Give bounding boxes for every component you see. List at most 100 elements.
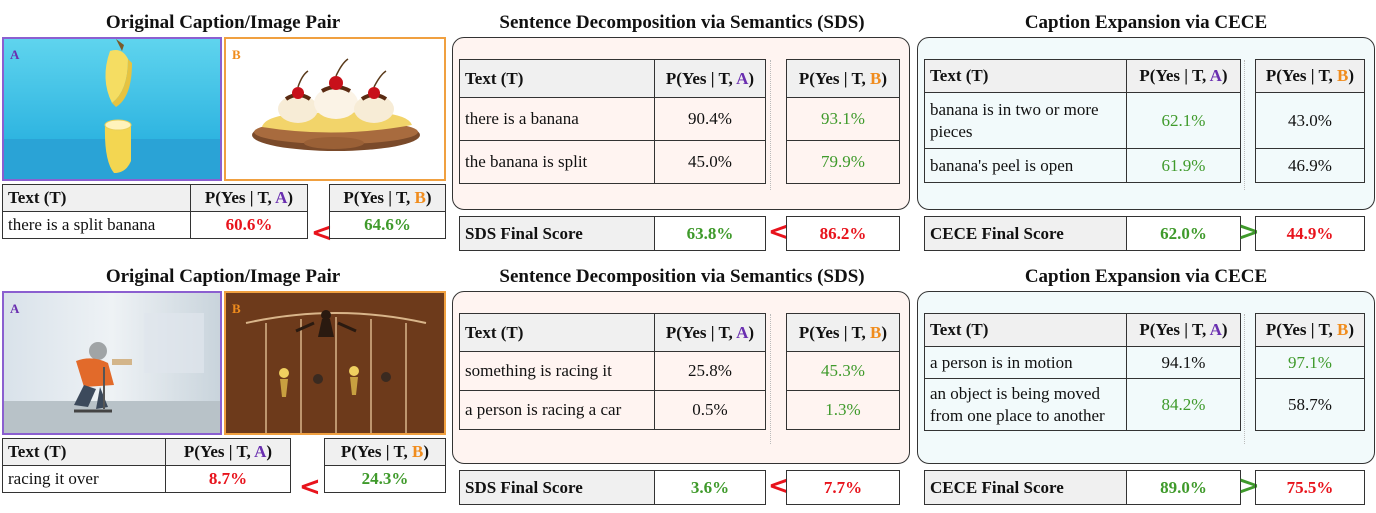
pa-header: P(Yes | T, A)	[654, 59, 766, 98]
pa-header: P(Yes | T, A)	[1126, 313, 1241, 347]
table-row: Text (T) P(Yes | T, A)	[2, 184, 308, 212]
table-row: 79.9%	[786, 140, 900, 184]
pb-value: 64.6%	[329, 211, 446, 239]
sds-heading-2: Sentence Decomposition via Semantics (SD…	[499, 266, 865, 287]
cece-final-a: 62.0%	[1126, 216, 1241, 251]
sds-final-label: SDS Final Score	[459, 470, 655, 505]
sds-final-2b: 7.7%	[786, 470, 900, 505]
sds-pb: 79.9%	[786, 140, 900, 184]
pa-header: P(Yes | T, A)	[165, 438, 291, 466]
less-than-chevron: <	[299, 472, 321, 502]
table-row: P(Yes | T, B)	[786, 59, 900, 98]
text-header: Text (T)	[924, 59, 1127, 93]
sds-final-b: 86.2%	[786, 216, 900, 251]
sds-final-a: 63.8%	[654, 216, 766, 251]
text-header: Text (T)	[924, 313, 1127, 347]
image-b-tag: B	[232, 47, 241, 62]
pb-value: 24.3%	[324, 465, 446, 493]
sds-table-1b: P(Yes | T, B) 93.1% 79.9%	[786, 59, 900, 184]
table-row: 93.1%	[786, 97, 900, 141]
table-row: 46.9%	[1255, 148, 1365, 183]
cece-text: banana's peel is open	[924, 148, 1127, 183]
table-row: the banana is split 45.0%	[459, 140, 766, 184]
cece-pa: 61.9%	[1126, 148, 1241, 183]
sds-table-2: Text (T) P(Yes | T, A) something is raci…	[459, 313, 766, 430]
sds-pa: 90.4%	[654, 97, 766, 141]
table-row: 64.6%	[329, 211, 446, 239]
cece-pa: 62.1%	[1126, 92, 1241, 149]
sds-table-2b: P(Yes | T, B) 45.3% 1.3%	[786, 313, 900, 430]
table-row: SDS Final Score 63.8%	[459, 216, 766, 251]
sds-final-1: SDS Final Score 63.8%	[459, 216, 766, 251]
text-header: Text (T)	[459, 313, 655, 352]
separator	[1244, 60, 1245, 190]
cece-final-1: CECE Final Score 62.0%	[924, 216, 1241, 251]
pb-header: P(Yes | T, B)	[324, 438, 446, 466]
text-header: Text (T)	[2, 438, 166, 466]
separator	[770, 60, 771, 190]
sds-text: a person is racing a car	[459, 390, 655, 430]
sds-final-2: SDS Final Score 3.6%	[459, 470, 766, 505]
cece-final-label: CECE Final Score	[924, 470, 1127, 505]
caption-text: there is a split banana	[2, 211, 191, 239]
less-than-chevron: <	[768, 217, 790, 247]
pb-header: P(Yes | T, B)	[329, 184, 446, 212]
table-row: P(Yes | T, B)	[786, 313, 900, 352]
pb-header: P(Yes | T, B)	[786, 313, 900, 352]
pa-header: P(Yes | T, A)	[190, 184, 308, 212]
pa-value: 8.7%	[165, 465, 291, 493]
table-row: P(Yes | T, B)	[324, 438, 446, 466]
sds-heading-1: Sentence Decomposition via Semantics (SD…	[499, 12, 865, 33]
pb-header: P(Yes | T, B)	[1255, 59, 1365, 93]
table-row: there is a split banana 60.6%	[2, 211, 308, 239]
table-row: 45.3%	[786, 351, 900, 391]
cece-heading-1: Caption Expansion via CECE	[1024, 12, 1268, 33]
table-row: 43.0%	[1255, 92, 1365, 149]
cece-pb: 97.1%	[1255, 346, 1365, 379]
cece-final-b: 75.5%	[1255, 470, 1365, 505]
sds-text: there is a banana	[459, 97, 655, 141]
cece-final-a: 89.0%	[1126, 470, 1241, 505]
table-row: Text (T) P(Yes | T, A)	[459, 59, 766, 98]
text-header: Text (T)	[2, 184, 191, 212]
sds-final-1b: 86.2%	[786, 216, 900, 251]
cece-pa: 84.2%	[1126, 378, 1241, 431]
cece-pa: 94.1%	[1126, 346, 1241, 379]
table-row: CECE Final Score 62.0%	[924, 216, 1241, 251]
separator	[770, 314, 771, 444]
orig-heading-2: Original Caption/Image Pair	[105, 266, 341, 287]
cece-table-1b: P(Yes | T, B) 43.0% 46.9%	[1255, 59, 1365, 183]
cece-pb: 43.0%	[1255, 92, 1365, 149]
cece-final-1b: 44.9%	[1255, 216, 1365, 251]
cece-final-2: CECE Final Score 89.0%	[924, 470, 1241, 505]
cece-pb: 58.7%	[1255, 378, 1365, 431]
orig-table-2b: P(Yes | T, B) 24.3%	[324, 438, 446, 493]
image-a-tag: A	[10, 47, 20, 62]
sds-pa: 0.5%	[654, 390, 766, 430]
table-row: 97.1%	[1255, 346, 1365, 379]
pb-header: P(Yes | T, B)	[786, 59, 900, 98]
table-row: SDS Final Score 3.6%	[459, 470, 766, 505]
cece-pb: 46.9%	[1255, 148, 1365, 183]
cece-final-b: 44.9%	[1255, 216, 1365, 251]
image-a-tag: A	[10, 301, 20, 316]
sds-pa: 25.8%	[654, 351, 766, 391]
table-row: a person is racing a car 0.5%	[459, 390, 766, 430]
table-row: P(Yes | T, B)	[1255, 313, 1365, 347]
greater-than-chevron: >	[1238, 217, 1260, 247]
sds-pb: 1.3%	[786, 390, 900, 430]
less-than-chevron: <	[311, 218, 333, 248]
pa-header: P(Yes | T, A)	[654, 313, 766, 352]
table-row: something is racing it 25.8%	[459, 351, 766, 391]
less-than-chevron: <	[768, 471, 790, 501]
pb-header: P(Yes | T, B)	[1255, 313, 1365, 347]
table-row: P(Yes | T, B)	[1255, 59, 1365, 93]
table-row: a person is in motion 94.1%	[924, 346, 1241, 379]
sds-pb: 93.1%	[786, 97, 900, 141]
table-row: 24.3%	[324, 465, 446, 493]
sds-final-a: 3.6%	[654, 470, 766, 505]
pa-header: P(Yes | T, A)	[1126, 59, 1241, 93]
table-row: 75.5%	[1255, 470, 1365, 505]
cece-text: a person is in motion	[924, 346, 1127, 379]
table-row: Text (T) P(Yes | T, A)	[924, 59, 1241, 93]
